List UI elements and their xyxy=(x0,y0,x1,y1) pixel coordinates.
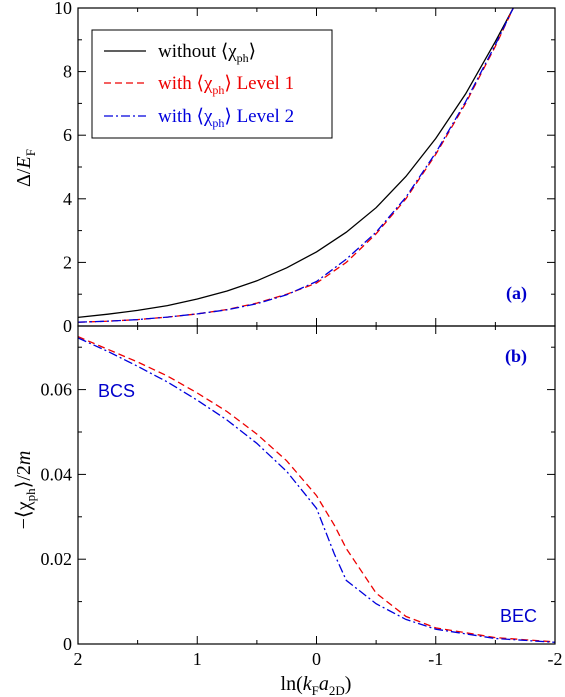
bec-annotation: BEC xyxy=(500,606,537,626)
legend-entry-0: without ⟨χph⟩ xyxy=(158,41,256,65)
legend-entry-1: with ⟨χph⟩ Level 1 xyxy=(158,73,294,97)
x-tick-label: -1 xyxy=(428,649,443,669)
x-axis-label: ln(kFa2D) xyxy=(281,673,352,697)
panel-a-y-axis-label: Δ/EF xyxy=(13,149,38,187)
x-tick-label: 1 xyxy=(193,649,202,669)
panel-a-ytick-label: 6 xyxy=(63,125,72,145)
panel-a-ytick-label: 10 xyxy=(54,0,72,18)
panel-a-ytick-label: 2 xyxy=(63,252,72,272)
panel-a-label: (a) xyxy=(506,283,527,304)
bcs-annotation: BCS xyxy=(98,381,135,401)
panel-a-ytick-label: 8 xyxy=(63,62,72,82)
panel-b-frame xyxy=(77,325,556,645)
legend-entry-2: with ⟨χph⟩ Level 2 xyxy=(158,106,294,130)
panel-a-ytick-label: 4 xyxy=(63,189,72,209)
legend-box xyxy=(91,29,333,139)
panel-a-series-2-line xyxy=(78,8,514,323)
panel-b-series-1-line xyxy=(78,337,555,643)
legend: without ⟨χph⟩ with ⟨χph⟩ Level 1 with ⟨χ… xyxy=(91,29,333,139)
panel-a-series-0-line xyxy=(78,8,514,319)
x-tick-label: -2 xyxy=(548,649,563,669)
panel-a-ytick-label: 0 xyxy=(63,316,72,336)
panel-b-series-0-line xyxy=(78,336,555,643)
panel-b-label: (b) xyxy=(505,346,527,367)
panel-b-ytick-label: 0.04 xyxy=(41,464,73,484)
x-tick-label: 2 xyxy=(74,649,83,669)
panel-b-ytick-label: 0 xyxy=(63,634,72,654)
panel-b-ytick-label: 0.02 xyxy=(41,549,73,569)
x-tick-label: 0 xyxy=(312,649,321,669)
panel-b-y-axis-label: −⟨χph⟩/2m xyxy=(13,451,38,530)
panel-b-ytick-label: 0.06 xyxy=(41,380,73,400)
